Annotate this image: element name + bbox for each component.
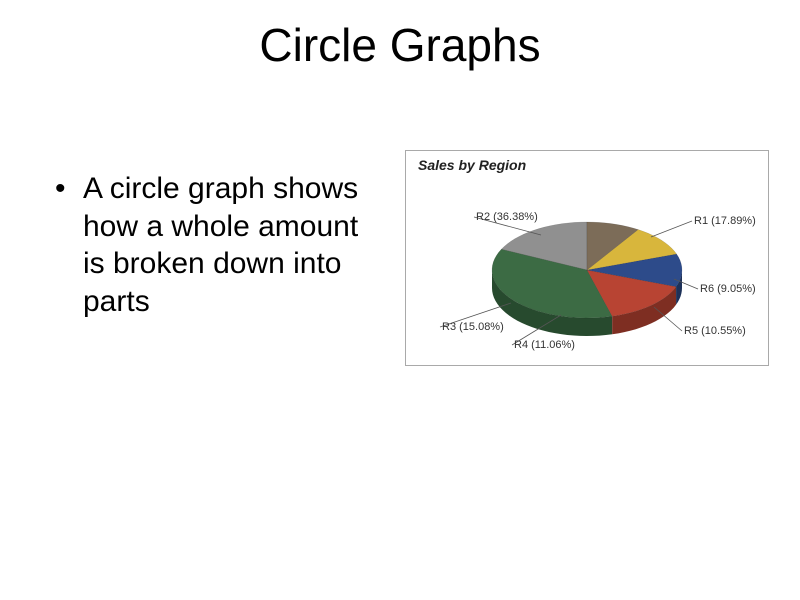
pie-label-r5: R5 (10.55%) [684,325,746,337]
bullet-dot-icon: • [55,170,83,320]
pie-label-r4: R4 (11.06%) [514,339,575,351]
leader-line-r1 [651,221,692,237]
slide: Circle Graphs • A circle graph shows how… [0,0,800,600]
pie-label-r3: R3 (15.08%) [442,321,504,333]
bullet-block: • A circle graph shows how a whole amoun… [55,170,375,320]
pie-label-r6: R6 (9.05%) [700,283,756,295]
pie-label-r1: R1 (17.89%) [694,215,756,227]
pie-chart: Sales by Region R1 (17.89%) R2 (36.38%) R3… [405,150,769,366]
bullet-text: A circle graph shows how a whole amount … [83,170,375,320]
pie-label-r2: R2 (36.38%) [476,211,538,223]
slide-title: Circle Graphs [0,18,800,72]
chart-title: Sales by Region [418,157,526,173]
